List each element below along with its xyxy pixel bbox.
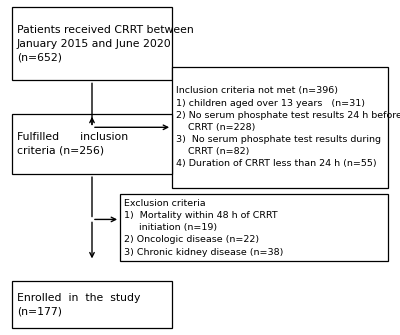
Text: Exclusion criteria
1)  Mortality within 48 h of CRRT
     initiation (n=19)
2) O: Exclusion criteria 1) Mortality within 4… [124, 199, 283, 257]
FancyBboxPatch shape [172, 67, 388, 188]
Text: Fulfilled      inclusion
criteria (n=256): Fulfilled inclusion criteria (n=256) [17, 132, 128, 156]
FancyBboxPatch shape [12, 7, 172, 80]
Text: Enrolled  in  the  study
(n=177): Enrolled in the study (n=177) [17, 293, 140, 317]
FancyBboxPatch shape [120, 194, 388, 261]
FancyBboxPatch shape [12, 114, 172, 174]
Text: Patients received CRRT between
January 2015 and June 2020
(n=652): Patients received CRRT between January 2… [17, 25, 194, 62]
Text: Inclusion criteria not met (n=396)
1) children aged over 13 years   (n=31)
2) No: Inclusion criteria not met (n=396) 1) ch… [176, 86, 400, 168]
FancyBboxPatch shape [12, 281, 172, 328]
